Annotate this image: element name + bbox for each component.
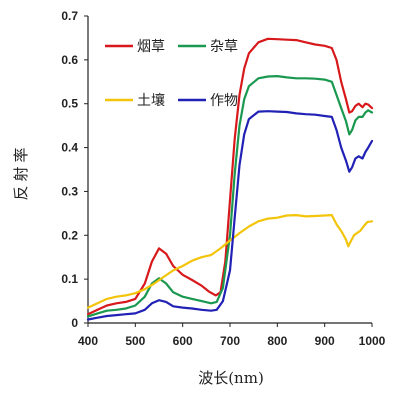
- y-tick-label: 0.3: [61, 184, 78, 198]
- x-tick-label: 800: [267, 334, 287, 348]
- series-line-0: [86, 37, 374, 316]
- legend-label-2: 土壤: [137, 92, 165, 109]
- x-tick-label: 600: [173, 334, 193, 348]
- y-tick-label: 0.1: [61, 272, 78, 286]
- legend-label-0: 烟草: [137, 39, 165, 55]
- x-axis-title: 波长(nm): [198, 369, 264, 387]
- axes: 400 500 600 700 800 900 1000 0 0.1 0.2 0.3 0.4 0.5 0.…: [61, 9, 385, 348]
- y-tick-label: 0.6: [61, 53, 78, 67]
- y-tick-label: 0: [71, 316, 78, 330]
- y-tick-label: 0.2: [61, 228, 78, 242]
- y-tick-label: 0.7: [61, 9, 78, 23]
- series-line-3: [86, 110, 374, 321]
- x-tick-label: 500: [125, 334, 145, 348]
- legend-label-3: 作物: [210, 93, 238, 109]
- y-tick-label: 0.4: [61, 141, 78, 155]
- series-line-2: [86, 214, 374, 309]
- x-tick-label: 1000: [359, 334, 386, 348]
- legend-label-1: 杂草: [210, 39, 238, 55]
- x-tick-label: 400: [78, 334, 98, 348]
- x-tick-label: 900: [315, 334, 335, 348]
- y-tick-label: 0.5: [61, 97, 78, 111]
- y-axis-title: 反射率: [12, 143, 30, 200]
- x-tick-label: 700: [220, 334, 240, 348]
- series-lines: [86, 37, 374, 321]
